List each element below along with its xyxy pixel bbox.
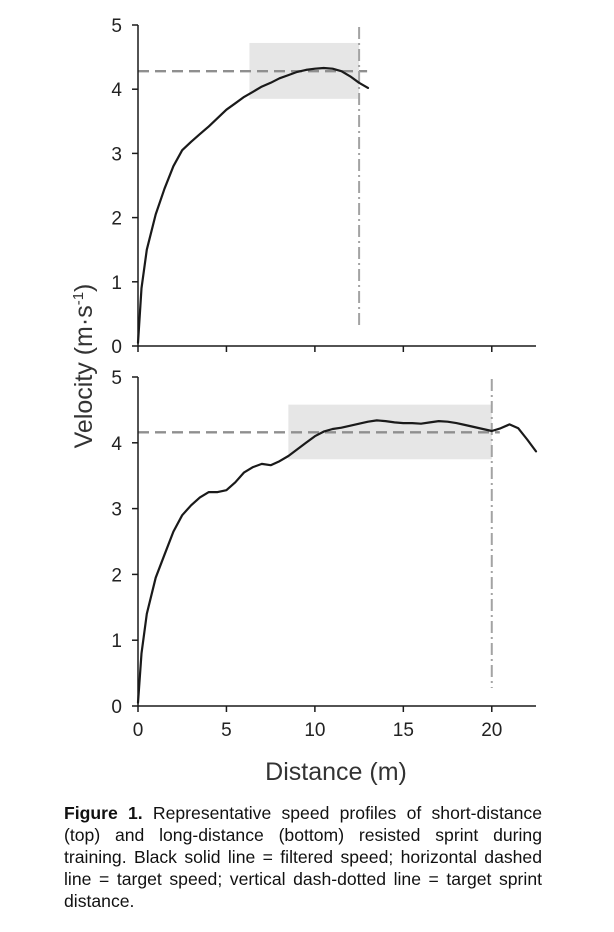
panel-bottom: 0 1 2 3 4 5 0 5 10 15 20 (111, 368, 538, 741)
bottom-y-tick-label: 1 (111, 631, 122, 652)
caption-label: Figure 1. (64, 803, 143, 823)
bottom-x-tick-label: 0 (133, 720, 144, 741)
top-y-tick-label: 5 (111, 16, 122, 37)
bottom-x-tick-label: 5 (221, 720, 232, 741)
top-y-tick-label: 2 (111, 209, 122, 230)
bottom-speed-line (136, 419, 538, 704)
caption-text: Representative speed profiles of short-d… (64, 803, 542, 911)
top-y-tick-label: 4 (111, 80, 122, 101)
top-y-tick-label: 0 (111, 337, 122, 358)
bottom-x-tick-label: 10 (304, 720, 325, 741)
bottom-y-tick-label: 0 (111, 697, 122, 718)
top-y-tick-label: 3 (111, 144, 122, 165)
top-y-tick-label: 1 (111, 273, 122, 294)
panel-top: 0 1 2 3 4 5 (111, 16, 536, 358)
figure: 0 1 2 3 4 5 0 1 2 3 4 5 0 5 10 15 20 Velocity (m·s-1) D… (70, 16, 538, 786)
figure-caption: Figure 1. Representative speed profiles … (64, 802, 542, 912)
bottom-y-tick-label: 4 (111, 434, 122, 455)
x-axis-title: Distance (m) (265, 758, 407, 786)
bottom-x-tick-label: 15 (393, 720, 414, 741)
bottom-y-tick-label: 2 (111, 565, 122, 586)
top-speed-line (136, 66, 370, 344)
chart-svg: 0 1 2 3 4 5 0 1 2 3 4 5 0 5 10 15 20 Velocity (m·s-1) D… (70, 16, 538, 786)
y-axis-title: Velocity (m·s-1) (70, 284, 98, 449)
y-axis-title-sup: -1 (70, 292, 87, 305)
bottom-y-tick-label: 5 (111, 368, 122, 389)
bottom-x-tick-label: 20 (481, 720, 502, 741)
bottom-y-tick-label: 3 (111, 500, 122, 521)
